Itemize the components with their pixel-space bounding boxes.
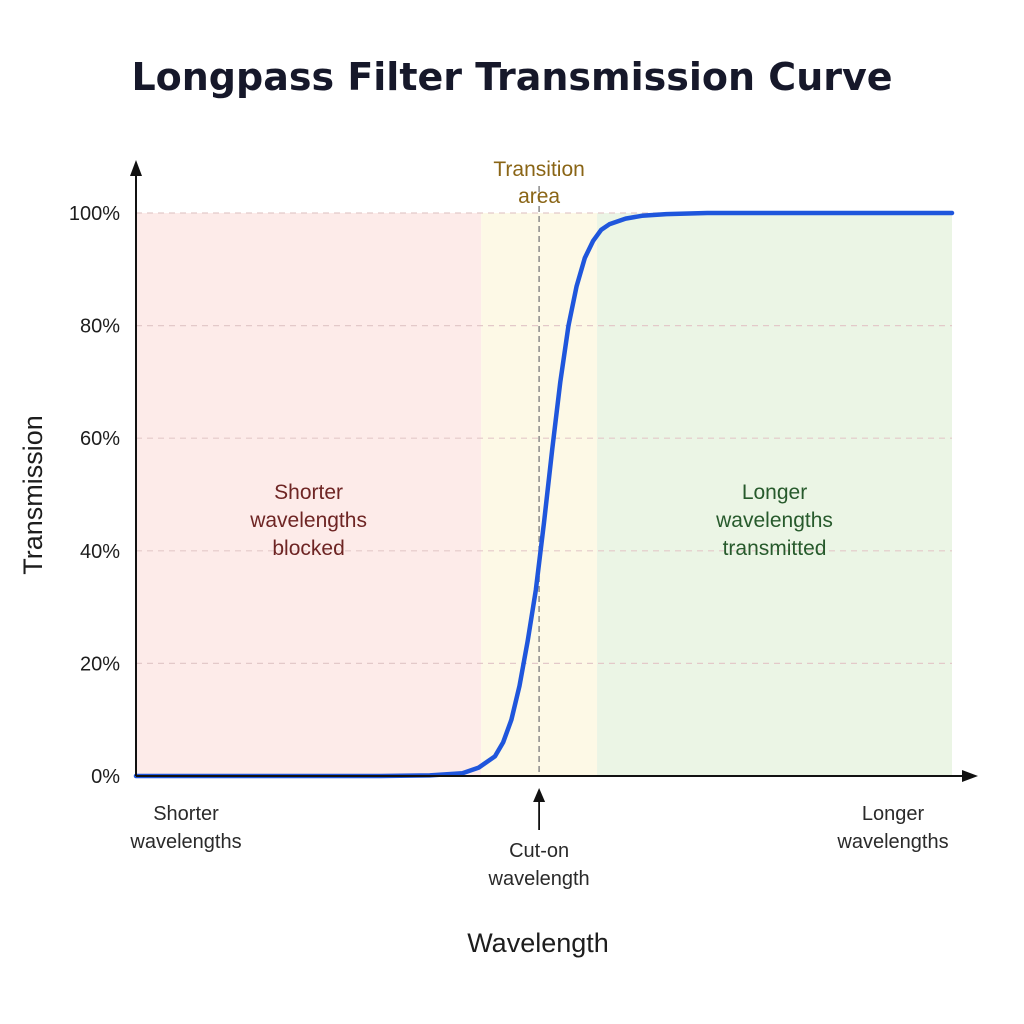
cut-on-label: Cut-on wavelength [488,840,590,890]
region-label-transmitted-line: wavelengths [715,509,833,532]
cut-on-label-line: Cut-on [509,840,569,862]
x-axis-title: Wavelength [467,928,609,958]
annotation-labels: Shorter wavelengths blocked Transition area L… [129,158,948,890]
cut-on-label-line: wavelength [488,868,590,890]
gridlines-layer [136,212,952,665]
region-label-blocked-line: wavelengths [249,509,367,532]
transition-area-label-line: area [518,185,560,208]
region-label-transmitted: Longer wavelengths transmitted [715,481,833,560]
transition-area-label-line: Transition [493,158,584,181]
x-end-label-line: Longer [862,803,925,825]
region-label-blocked-line: blocked [272,537,344,560]
transition-area-label: Transition area [493,158,584,208]
region-label-blocked: Shorter wavelengths blocked [249,481,367,560]
x-axis-arrow-icon [962,770,978,782]
region-label-blocked-line: Shorter [274,481,343,504]
x-start-label: Shorter wavelengths [129,803,241,853]
y-axis-arrow-icon [130,160,142,176]
y-tick-label: 20% [80,653,120,675]
y-tick-label: 60% [80,428,120,450]
x-start-label-line: Shorter [153,803,219,825]
transmission-curve [133,210,955,779]
cut-on-arrow-icon [533,788,546,802]
region-transmitted [597,213,952,776]
y-axis-title: Transmission [18,415,48,575]
regions-layer [136,213,952,776]
y-tick-label: 80% [80,316,120,338]
region-blocked [136,213,482,776]
y-tick-label: 40% [80,541,120,563]
curve-layer [133,210,955,779]
region-label-transmitted-line: transmitted [723,537,827,560]
y-tick-label: 0% [91,766,120,788]
region-label-transmitted-line: Longer [742,481,807,504]
chart-title: Longpass Filter Transmission Curve [131,55,892,99]
x-end-label: Longer wavelengths [836,803,948,853]
x-start-label-line: wavelengths [129,831,241,853]
y-tick-labels: 0% 20% 40% 60% 80% 100% [69,203,120,788]
y-tick-label: 100% [69,203,120,225]
axes [130,160,978,782]
x-end-label-line: wavelengths [836,831,948,853]
